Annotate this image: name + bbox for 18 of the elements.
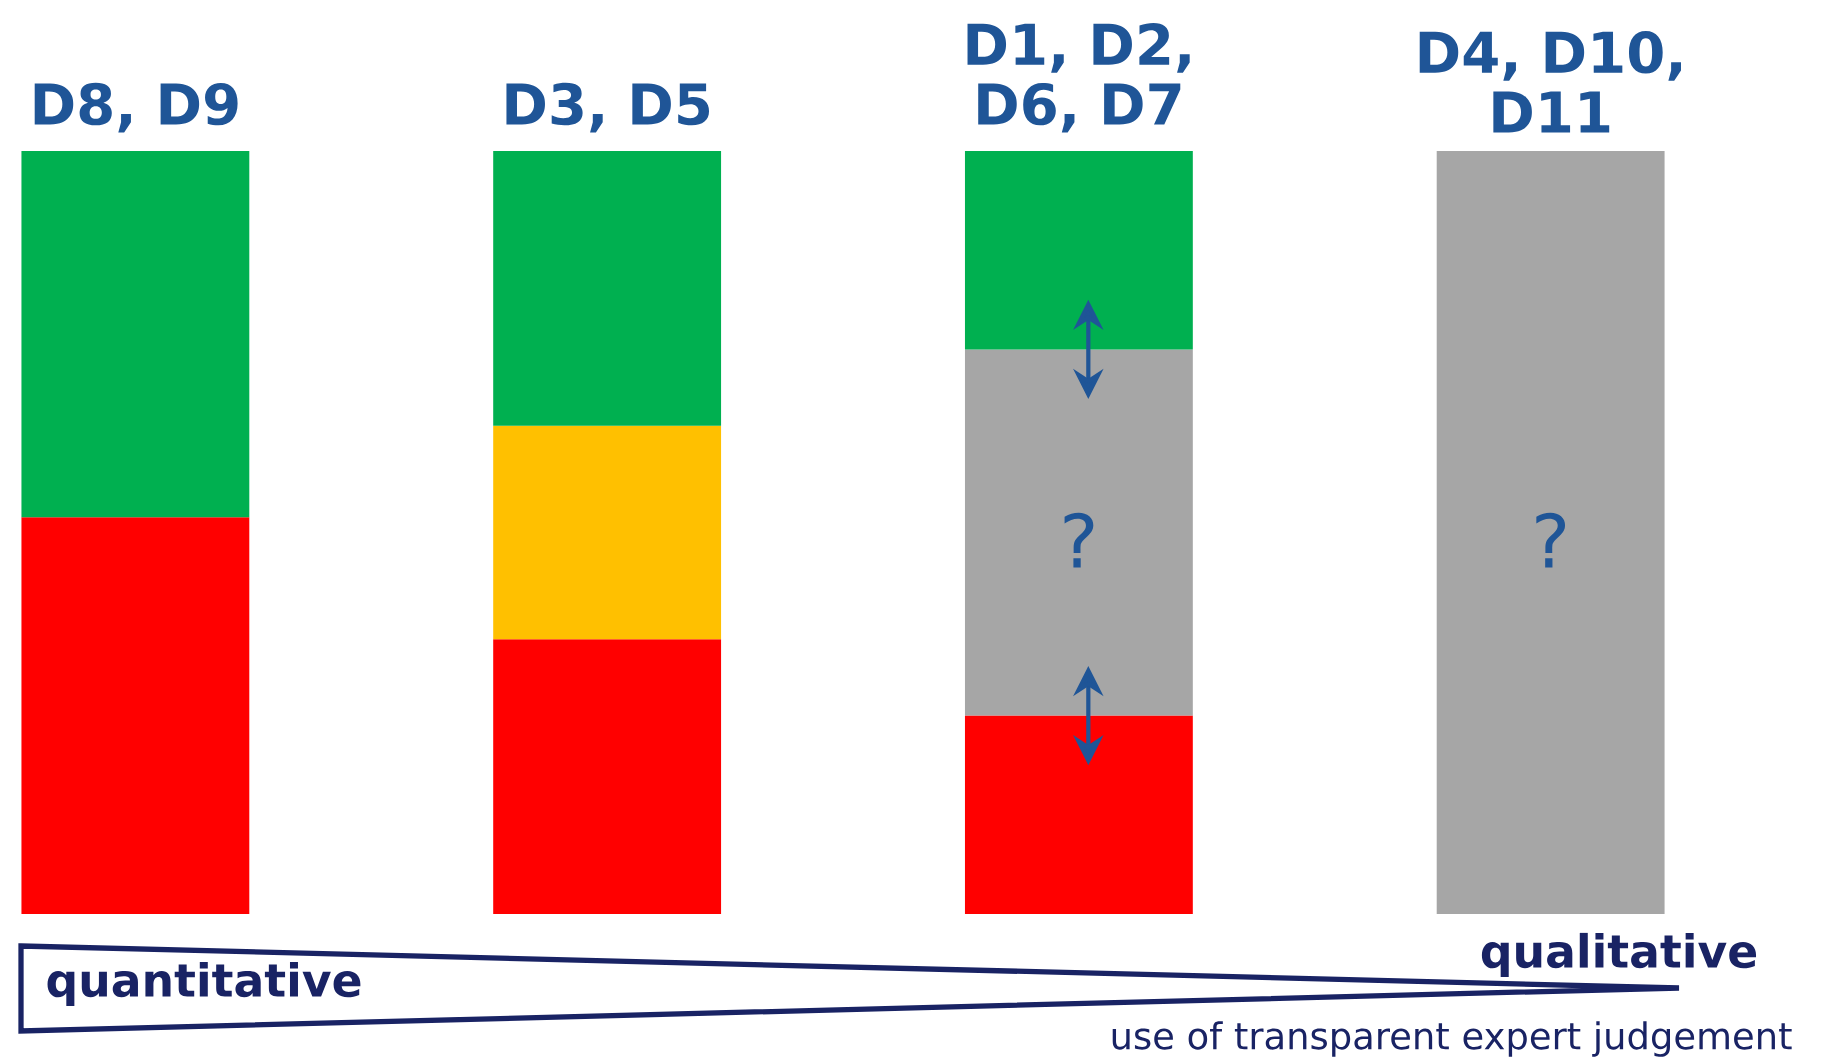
bar	[493, 151, 722, 426]
bar	[964, 151, 1193, 350]
x-tick-label: D4, D10, D11	[1419, 31, 1681, 133]
text: qualitative	[1481, 932, 1757, 978]
x-tick-label: D1, D2, D6, D7	[967, 23, 1190, 133]
bar	[493, 425, 722, 640]
bar	[21, 517, 250, 914]
bar	[493, 639, 722, 914]
annotation: ?	[1064, 512, 1094, 568]
x-tick-label: D3, D5	[506, 82, 710, 133]
bar	[21, 151, 250, 518]
bar	[1436, 151, 1665, 914]
text: quantitative	[47, 961, 361, 1007]
x-tick-label: D8, D9	[34, 82, 238, 133]
bar	[964, 715, 1193, 914]
annotation: ?	[1536, 512, 1566, 568]
text: use of transparent expert judgement	[1112, 1021, 1792, 1057]
bar	[964, 349, 1193, 716]
